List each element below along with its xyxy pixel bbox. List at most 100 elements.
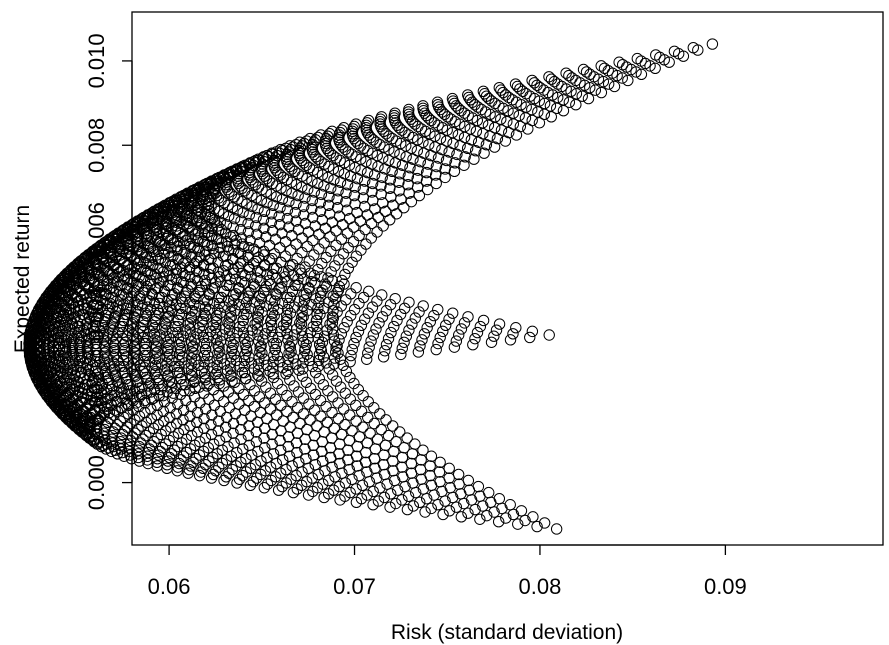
data-point bbox=[448, 341, 461, 353]
data-point bbox=[485, 336, 498, 348]
data-point bbox=[139, 406, 151, 419]
data-point bbox=[234, 223, 247, 236]
data-point bbox=[314, 290, 327, 302]
data-point bbox=[337, 403, 350, 415]
data-point bbox=[385, 488, 397, 500]
data-point bbox=[44, 297, 57, 310]
data-point bbox=[179, 229, 191, 242]
data-point bbox=[116, 428, 129, 441]
data-point bbox=[335, 428, 348, 441]
data-point bbox=[447, 137, 459, 150]
data-point bbox=[376, 311, 389, 323]
data-point bbox=[248, 363, 261, 375]
data-point bbox=[177, 414, 189, 426]
data-point bbox=[127, 335, 139, 347]
data-point bbox=[283, 221, 295, 233]
data-point bbox=[283, 450, 296, 462]
data-point bbox=[396, 342, 408, 355]
data-point bbox=[260, 231, 272, 243]
data-point bbox=[515, 505, 528, 517]
x-tick-label: 0.09 bbox=[704, 574, 747, 599]
data-point bbox=[138, 337, 150, 350]
data-point bbox=[526, 103, 538, 116]
data-point bbox=[73, 386, 85, 398]
data-point bbox=[239, 269, 251, 282]
data-point bbox=[175, 345, 187, 357]
data-point bbox=[458, 131, 471, 144]
data-point bbox=[227, 229, 240, 242]
data-point bbox=[198, 422, 210, 435]
data-point bbox=[298, 294, 311, 306]
data-point bbox=[242, 336, 254, 348]
data-point bbox=[362, 347, 374, 359]
data-point bbox=[493, 492, 506, 505]
data-point bbox=[184, 271, 196, 283]
data-point bbox=[405, 195, 418, 208]
data-point bbox=[346, 425, 358, 437]
data-point bbox=[500, 512, 512, 524]
data-point bbox=[182, 467, 194, 479]
data-point bbox=[447, 307, 459, 319]
data-point bbox=[206, 239, 218, 251]
data-point bbox=[411, 172, 423, 185]
data-point bbox=[305, 382, 317, 395]
data-point bbox=[325, 182, 337, 195]
data-point bbox=[226, 342, 238, 355]
data-point bbox=[191, 234, 204, 247]
data-point bbox=[402, 178, 414, 191]
data-point bbox=[301, 348, 313, 361]
data-point bbox=[151, 346, 164, 358]
data-point bbox=[306, 175, 318, 187]
data-point bbox=[102, 303, 114, 316]
data-point bbox=[304, 414, 316, 426]
data-point bbox=[458, 159, 470, 171]
data-point bbox=[62, 309, 75, 322]
data-point bbox=[192, 359, 205, 372]
data-point bbox=[161, 312, 173, 324]
data-point bbox=[178, 238, 190, 250]
data-point bbox=[452, 468, 465, 481]
data-point bbox=[251, 272, 263, 284]
data-point bbox=[185, 232, 197, 244]
data-point bbox=[324, 208, 336, 220]
data-point bbox=[212, 303, 224, 316]
data-point bbox=[331, 286, 343, 299]
data-point bbox=[145, 412, 158, 425]
data-point bbox=[228, 348, 240, 361]
data-point bbox=[254, 341, 266, 353]
data-point bbox=[267, 448, 280, 460]
data-point bbox=[326, 406, 338, 419]
data-point bbox=[97, 280, 110, 293]
data-point bbox=[233, 360, 245, 373]
data-point bbox=[252, 364, 265, 376]
data-point bbox=[509, 78, 522, 90]
data-point bbox=[212, 225, 225, 237]
data-point bbox=[90, 425, 103, 437]
data-point bbox=[244, 379, 256, 391]
data-point bbox=[231, 477, 243, 489]
data-point bbox=[107, 277, 120, 289]
data-point bbox=[175, 302, 187, 315]
data-point bbox=[514, 120, 527, 133]
data-point bbox=[273, 283, 285, 295]
data-point bbox=[197, 313, 210, 325]
data-point bbox=[333, 480, 345, 493]
data-point bbox=[302, 489, 315, 501]
data-point bbox=[254, 299, 266, 311]
data-point bbox=[153, 352, 165, 364]
data-point bbox=[189, 375, 201, 387]
data-point bbox=[511, 80, 524, 93]
data-point bbox=[389, 292, 401, 305]
data-point bbox=[563, 96, 576, 108]
data-point bbox=[462, 311, 474, 323]
data-point bbox=[335, 233, 348, 245]
data-point bbox=[206, 283, 219, 295]
data-point bbox=[270, 262, 283, 275]
data-point bbox=[276, 480, 288, 493]
data-point bbox=[266, 307, 279, 319]
data-point bbox=[185, 311, 197, 323]
data-point bbox=[305, 275, 317, 288]
data-point bbox=[323, 363, 335, 375]
data-point bbox=[350, 331, 362, 344]
